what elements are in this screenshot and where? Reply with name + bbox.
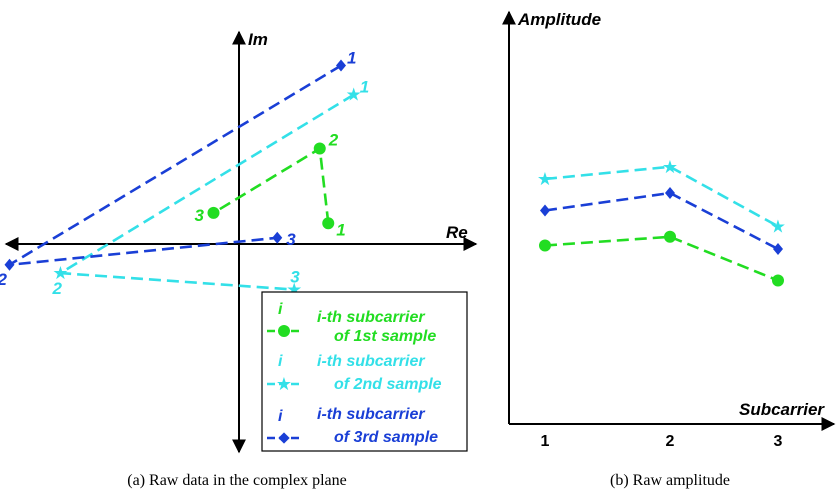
caption-a: (a) Raw data in the complex plane (127, 472, 346, 489)
legend-marker-star: ★ (276, 374, 292, 394)
point-marker (272, 231, 283, 244)
point-marker (313, 142, 326, 155)
legend-entry-3rd: i i-th subcarrier of 3rd sample (267, 406, 438, 446)
im-axis-label: Im (248, 30, 268, 49)
panel-b: Amplitude Subcarrier ★ ★ ★ 1 2 3 (b) Raw amp… (502, 10, 836, 489)
amp-point-marker (664, 230, 676, 243)
x-tick-label: 3 (774, 433, 783, 450)
legend: i i-th subcarrier of 1st sample i ★ i-th… (261, 291, 468, 452)
legend-box (261, 291, 468, 452)
amp-line-2nd-sample (544, 165, 779, 228)
re-axis-label: Re (446, 223, 468, 242)
amp-point-marker (539, 239, 551, 252)
point-label: 1 (360, 78, 369, 97)
point-marker: ★ (346, 85, 362, 105)
amp-point-marker: ★ (537, 169, 553, 189)
legend-line2: of 1st sample (334, 328, 436, 345)
x-tick-label: 2 (666, 433, 675, 450)
caption-b: (b) Raw amplitude (610, 472, 730, 489)
point-label: 1 (347, 49, 356, 68)
amp-line-3rd-sample (544, 191, 779, 251)
series-line-1st-sample (212, 146, 330, 224)
y-axis-label: Amplitude (517, 10, 601, 29)
amp-point-marker (772, 274, 784, 287)
amplitude-series: ★ ★ ★ (537, 157, 786, 287)
amp-point-marker: ★ (770, 216, 786, 236)
amp-line-1st-sample (544, 235, 779, 282)
x-tick-labels: 1 2 3 (541, 433, 783, 450)
point-label: 3 (286, 230, 296, 249)
point-marker (207, 206, 220, 219)
amp-point-marker: ★ (662, 157, 678, 177)
legend-line2: of 2nd sample (334, 376, 442, 393)
point-label: 3 (290, 268, 300, 287)
point-label: 1 (336, 220, 345, 239)
legend-line1: i-th subcarrier (317, 406, 425, 423)
point-label: 2 (328, 131, 339, 150)
legend-marker-label: i (278, 353, 283, 370)
panel-a: Re Im 123★1★2★3123 i i-th subcarrier of … (0, 30, 478, 489)
amp-point-marker (665, 187, 675, 199)
legend-entry-2nd: i ★ i-th subcarrier of 2nd sample (267, 353, 442, 394)
point-label: 2 (0, 270, 8, 289)
legend-marker-circle (278, 325, 290, 337)
legend-marker-label: i (278, 301, 283, 318)
point-marker (322, 217, 335, 230)
point-label: 2 (52, 279, 63, 298)
legend-marker-diamond (278, 432, 290, 444)
legend-entry-1st: i i-th subcarrier of 1st sample (267, 301, 436, 345)
legend-line1: i-th subcarrier (317, 309, 425, 326)
plane-series: 123★1★2★3123 (0, 49, 369, 300)
x-tick-label: 1 (541, 433, 550, 450)
legend-marker-label: i (278, 408, 283, 425)
legend-line2: of 3rd sample (334, 429, 438, 446)
point-marker (4, 258, 15, 271)
point-label: 3 (195, 206, 205, 225)
x-axis-label: Subcarrier (739, 400, 825, 419)
point-marker (336, 59, 346, 72)
legend-line1: i-th subcarrier (317, 353, 425, 370)
amp-point-marker (773, 243, 783, 255)
amp-point-marker (540, 204, 550, 217)
series-line-2nd-sample (56, 93, 355, 291)
point-marker: ★ (52, 263, 68, 283)
